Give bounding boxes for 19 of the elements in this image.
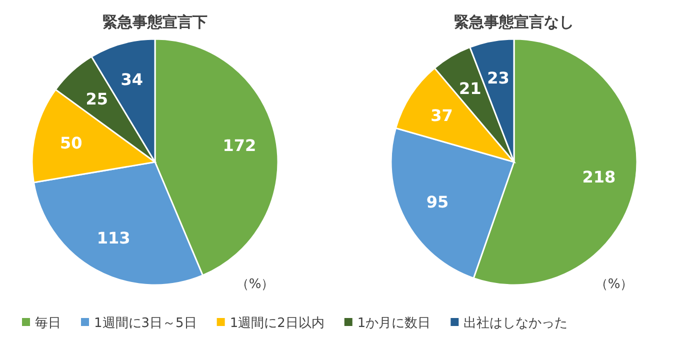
data-label: 34 <box>120 70 144 90</box>
data-label: 21 <box>459 78 482 98</box>
legend-label: 出社はしなかった <box>464 316 568 331</box>
data-label: 37 <box>430 106 453 126</box>
data-label: 23 <box>487 68 510 88</box>
legend-label: 1週間に2日以内 <box>230 316 324 331</box>
text: （%） <box>236 277 274 292</box>
data-label: 25 <box>86 90 108 109</box>
chart-title: 緊急事態宣言なし <box>454 13 574 31</box>
chart-title: 緊急事態宣言下 <box>102 13 208 31</box>
data-label: 113 <box>96 228 130 248</box>
legend-label: 毎日 <box>35 316 61 331</box>
data-label: 50 <box>60 133 82 152</box>
data-label: 218 <box>582 167 616 186</box>
text: （%） <box>594 277 634 292</box>
data-label: 172 <box>222 136 256 155</box>
legend-label: 1週間に3日～5日 <box>94 316 197 331</box>
data-label: 95 <box>426 192 449 212</box>
legend-label: 1か月に数日 <box>357 316 431 331</box>
